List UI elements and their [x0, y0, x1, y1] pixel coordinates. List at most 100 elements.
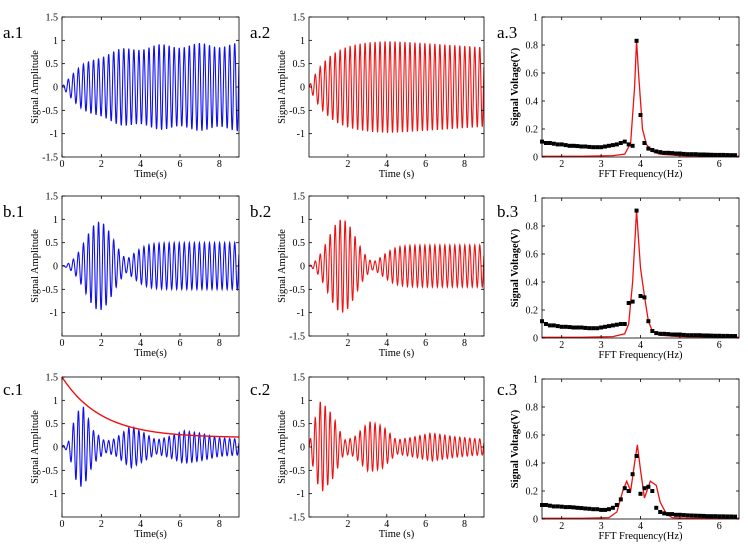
data-point-measured [689, 333, 694, 338]
y-axis-label: Signal Voltage(V) [510, 47, 521, 126]
y-tick-label: 0.5 [293, 59, 306, 70]
y-tick-label: 0 [533, 334, 538, 345]
data-point-measured [733, 514, 738, 519]
panel-label: a.3 [497, 23, 517, 42]
data-point-measured [646, 319, 651, 324]
chart-b1: 0 2 4 6 8 -1 -0.5 0 0.5 1 1.5 Time(s) Signal Amplitu… [3, 192, 240, 359]
data-point-measured [638, 294, 643, 298]
y-tick-label: 0.6 [526, 431, 539, 442]
y-tick-label: 0 [533, 515, 538, 526]
data-point-measured [654, 149, 659, 154]
x-tick-label: 6 [423, 159, 428, 170]
data-point-measured [658, 510, 663, 514]
y-tick-label: 0.2 [526, 306, 539, 317]
x-tick-label: 6 [423, 519, 428, 530]
data-point-measured [591, 507, 596, 512]
data-point-measured [551, 141, 556, 146]
data-point-measured [630, 143, 635, 148]
x-tick-label: 5 [677, 159, 682, 170]
data-point-measured [595, 326, 600, 331]
x-tick-label: 3 [599, 340, 604, 351]
y-axis-label: Signal Amplitude [277, 410, 288, 484]
x-tick-label: 6 [178, 159, 183, 170]
y-tick-label: -1 [50, 308, 58, 319]
data-point-measured [673, 332, 678, 337]
y-axis-label: Signal Amplitude [30, 410, 41, 484]
series-simulated-line [309, 219, 484, 313]
data-point-measured [681, 151, 686, 156]
data-point-measured [666, 150, 671, 155]
data-point-measured [721, 514, 726, 519]
data-point-measured [559, 324, 564, 329]
data-point-measured [543, 503, 548, 507]
data-point-measured [547, 503, 552, 508]
x-tick-label: 2 [345, 159, 350, 170]
panel-label: b.1 [3, 202, 24, 221]
x-tick-label: 6 [178, 519, 183, 530]
data-point-measured [642, 295, 647, 300]
y-tick-label: 1 [300, 215, 305, 226]
data-point-measured [551, 323, 556, 328]
series-envelope-line [62, 377, 239, 438]
data-point-measured [555, 324, 560, 329]
y-tick-label: -1 [297, 489, 305, 500]
data-point-measured [626, 142, 631, 147]
data-point-measured [626, 301, 631, 305]
data-point-measured [638, 491, 643, 496]
x-tick-label: 2 [559, 521, 564, 532]
data-point-measured [622, 322, 627, 326]
y-tick-label: -0.5 [289, 466, 305, 477]
y-axis-label: Signal Amplitude [30, 229, 41, 303]
panel-label: c.1 [3, 380, 23, 399]
y-tick-label: 1 [53, 36, 58, 47]
data-point-measured [666, 512, 671, 517]
data-point-measured [610, 505, 615, 510]
y-tick-label: 0.8 [526, 41, 539, 52]
x-axis-label: Time (s) [379, 348, 415, 359]
chart-c3: 2 3 4 5 6 0 0.2 0.4 0.6 0.8 1 FFT Frequency(Hz) Sign… [497, 375, 740, 542]
data-point-measured [681, 513, 686, 518]
data-point-measured [685, 152, 690, 157]
data-point-measured [567, 505, 572, 510]
data-point-measured [583, 144, 588, 149]
x-tick-label: 2 [99, 338, 104, 349]
data-point-measured [670, 151, 675, 156]
x-tick-label: 5 [677, 521, 682, 532]
y-tick-label: -0.5 [42, 285, 58, 296]
panel-label: a.2 [250, 23, 270, 42]
x-tick-label: 3 [599, 159, 604, 170]
y-tick-label: 0 [53, 443, 58, 454]
data-point-measured [559, 504, 564, 509]
data-point-measured [729, 334, 734, 339]
y-tick-label: -0.5 [289, 106, 305, 117]
y-tick-label: 1 [300, 36, 305, 47]
data-point-measured [551, 504, 556, 509]
data-point-measured [673, 512, 678, 517]
data-point-measured [563, 505, 568, 510]
data-point-measured [567, 143, 572, 148]
y-axis-label: Signal Amplitude [277, 229, 288, 303]
x-tick-label: 6 [717, 159, 722, 170]
data-point-measured [693, 513, 698, 518]
y-tick-label: 0.6 [526, 69, 539, 80]
y-tick-label: -1 [297, 308, 305, 319]
data-point-measured [713, 514, 718, 519]
data-point-measured [543, 141, 548, 145]
data-point-measured [555, 504, 560, 509]
data-point-measured [555, 142, 560, 147]
data-point-measured [603, 144, 608, 149]
data-point-measured [725, 333, 730, 338]
y-tick-label: 1.5 [293, 13, 306, 24]
panel-label: c.2 [250, 380, 270, 399]
data-point-measured [563, 324, 568, 329]
data-point-measured [618, 322, 623, 326]
data-point-measured [579, 325, 584, 330]
data-point-measured [670, 512, 675, 517]
x-tick-label: 4 [138, 519, 143, 530]
chart-b3: 2 3 4 5 6 0 0.2 0.4 0.6 0.8 1 FFT Frequency(Hz) Sign… [497, 194, 740, 361]
x-tick-label: 2 [99, 519, 104, 530]
y-tick-label: 0 [533, 153, 538, 164]
data-point-measured [662, 331, 667, 336]
x-tick-label: 2 [559, 340, 564, 351]
